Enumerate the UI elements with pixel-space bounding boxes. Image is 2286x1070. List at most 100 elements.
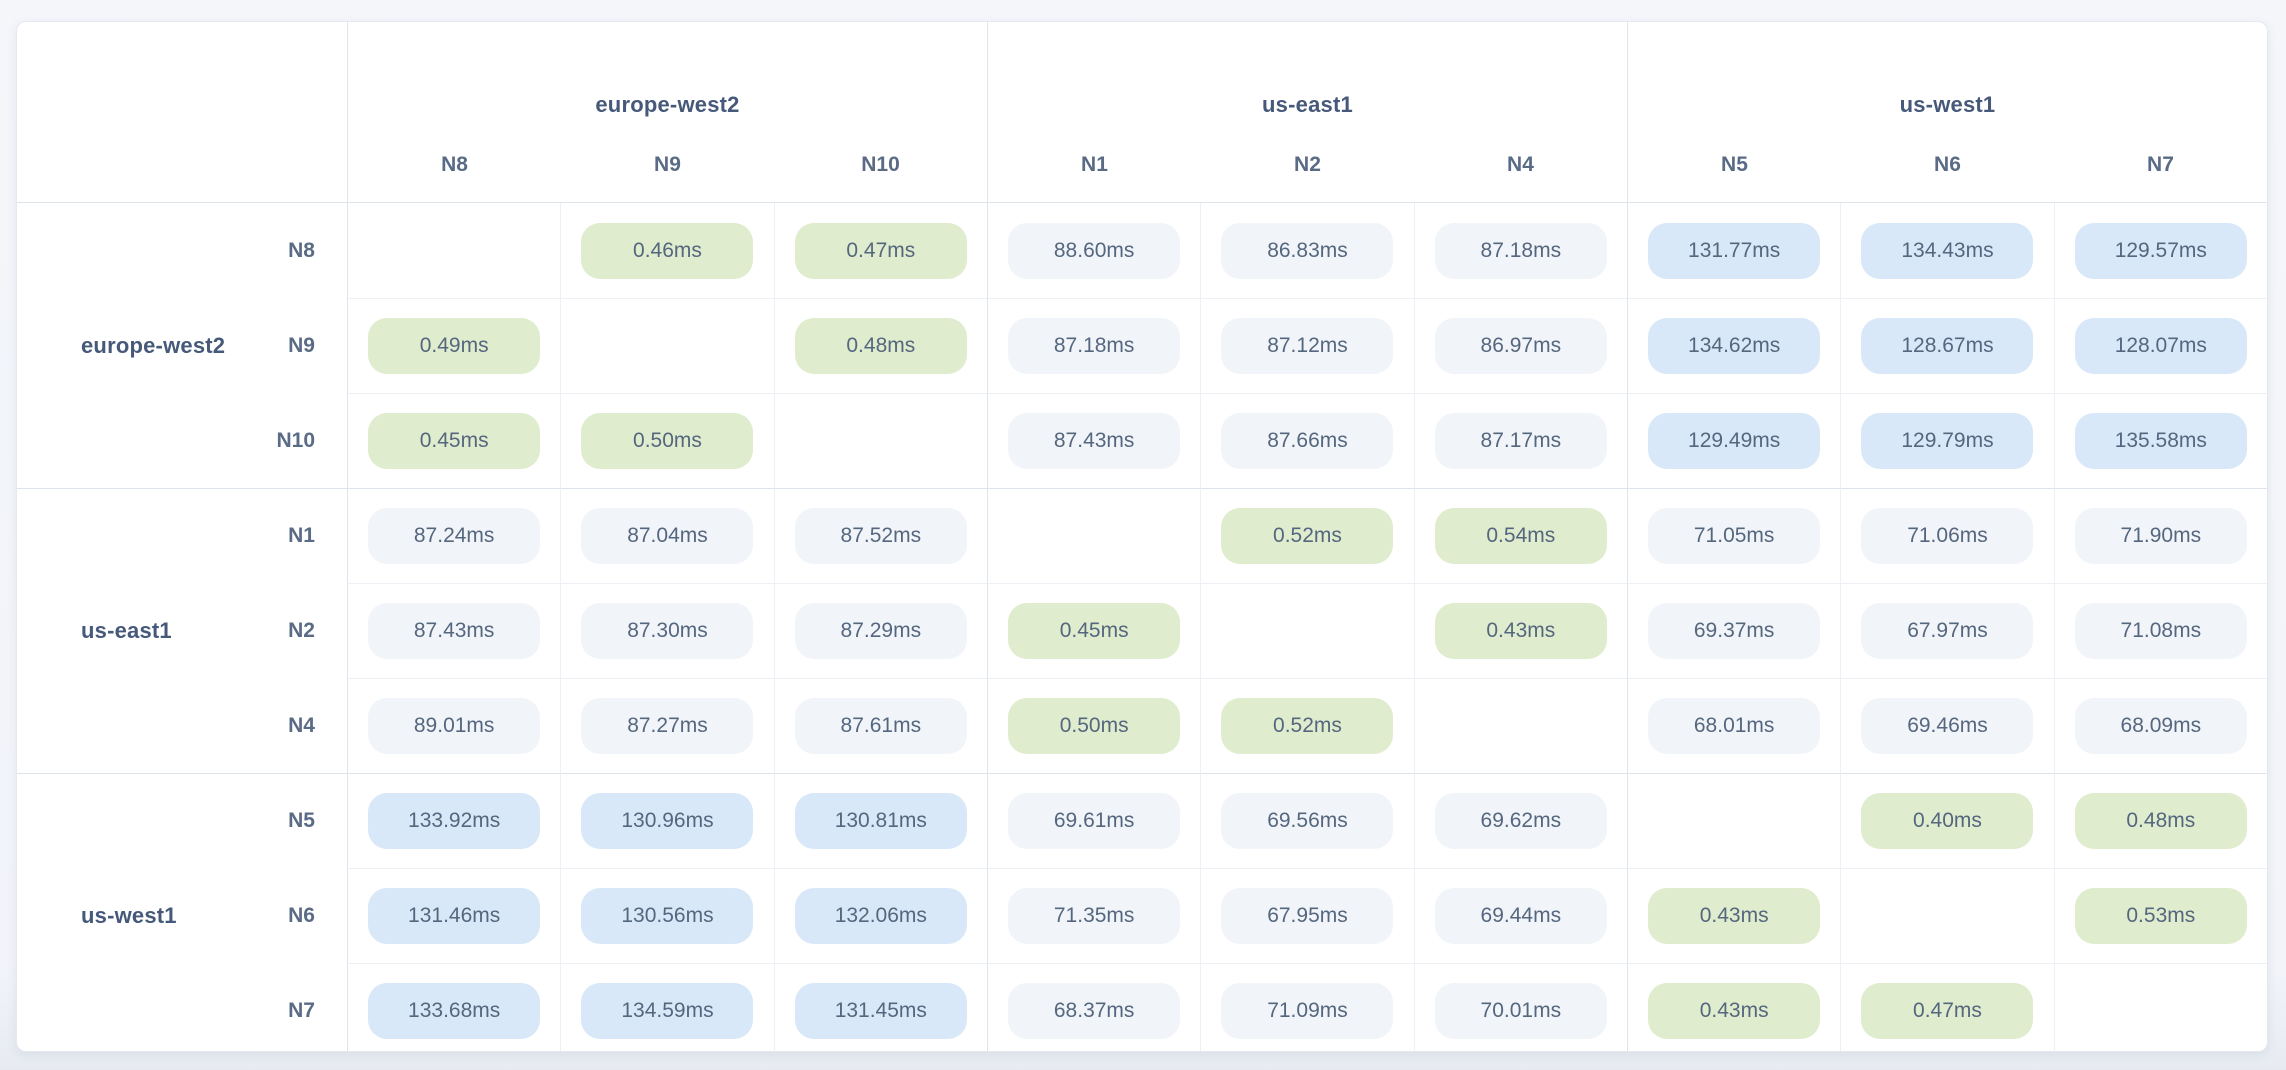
column-node-header-N6: N6: [1934, 153, 1961, 176]
latency-pill: 0.43ms: [1648, 983, 1821, 1039]
latency-cell: 0.43ms: [1626, 868, 1841, 963]
row-label-cell-N4: N4: [17, 678, 347, 773]
row-label-cell-N2: us-east1 N2: [17, 583, 347, 678]
latency-cell: 0.43ms: [1413, 583, 1627, 678]
latency-cell: 0.49ms: [347, 298, 561, 393]
latency-pill: 135.58ms: [2074, 413, 2247, 469]
latency-pill: 69.62ms: [1434, 793, 1607, 849]
latency-cell: 134.43ms: [1840, 203, 2053, 298]
column-node-headers: N8 N9 N10: [348, 153, 987, 177]
latency-pill: 0.46ms: [581, 222, 754, 279]
latency-pill: 0.52ms: [1221, 508, 1394, 564]
latency-pill: 129.79ms: [1861, 413, 2034, 469]
row-label-cell-N7: N7: [17, 963, 347, 1051]
latency-cell: 87.66ms: [1200, 393, 1414, 488]
latency-cell: 130.56ms: [560, 868, 774, 963]
latency-pill: 71.08ms: [2074, 603, 2247, 659]
row-label-cell-N5: N5: [17, 773, 347, 868]
latency-cell: 87.04ms: [560, 488, 774, 583]
latency-cell: 133.68ms: [347, 963, 561, 1051]
row-label-cell-N6: us-west1 N6: [17, 868, 347, 963]
latency-cell: 70.01ms: [1413, 963, 1627, 1051]
latency-cell: 68.37ms: [986, 963, 1201, 1051]
latency-cell: 128.67ms: [1840, 298, 2054, 393]
latency-cell: [1840, 868, 2054, 963]
latency-cell: 0.50ms: [986, 678, 1201, 773]
latency-cell: 69.62ms: [1413, 773, 1627, 868]
row-node-label-N7: N7: [288, 998, 315, 1022]
row-group-region-label: europe-west2: [81, 332, 226, 358]
latency-pill: 87.24ms: [368, 508, 541, 564]
latency-cell: [560, 298, 774, 393]
column-group-region-label: us-east1: [1262, 92, 1353, 117]
column-node-header-N10: N10: [861, 153, 900, 176]
latency-cell: 128.07ms: [2053, 298, 2267, 393]
latency-cell: 89.01ms: [347, 678, 561, 773]
latency-pill: 68.09ms: [2074, 698, 2247, 754]
latency-pill: 87.52ms: [794, 508, 967, 564]
latency-pill: 133.92ms: [368, 793, 541, 849]
latency-pill: 69.61ms: [1008, 793, 1181, 849]
row-node-label-N1: N1: [288, 524, 315, 547]
latency-pill: 87.27ms: [581, 698, 754, 754]
latency-pill: 71.09ms: [1221, 983, 1394, 1039]
latency-pill: 0.45ms: [368, 413, 541, 469]
column-node-headers: N5 N6 N7: [1628, 153, 2267, 177]
latency-pill: 86.83ms: [1221, 222, 1394, 279]
latency-cell: 87.24ms: [347, 488, 561, 583]
latency-cell: 71.05ms: [1626, 488, 1841, 583]
latency-cell: 87.52ms: [773, 488, 987, 583]
latency-cell: 131.45ms: [773, 963, 987, 1051]
latency-pill: 71.05ms: [1648, 508, 1821, 564]
latency-cell: 67.97ms: [1840, 583, 2054, 678]
latency-pill: 69.46ms: [1861, 698, 2034, 754]
latency-cell: [773, 393, 987, 488]
latency-pill: 129.57ms: [2074, 222, 2247, 279]
latency-cell: 87.18ms: [986, 298, 1201, 393]
latency-pill: 70.01ms: [1434, 983, 1607, 1039]
latency-cell: 71.08ms: [2053, 583, 2267, 678]
latency-cell: 134.59ms: [560, 963, 774, 1051]
latency-cell: 87.27ms: [560, 678, 774, 773]
latency-cell: 87.17ms: [1413, 393, 1627, 488]
column-node-header-N4: N4: [1507, 153, 1534, 176]
column-node-header-N7: N7: [2147, 153, 2174, 176]
latency-pill: 87.18ms: [1434, 222, 1607, 279]
latency-pill: 87.29ms: [794, 603, 967, 659]
latency-cell: 86.83ms: [1200, 203, 1413, 298]
latency-cell: 69.46ms: [1840, 678, 2054, 773]
latency-pill: 89.01ms: [368, 698, 541, 754]
latency-cell: 129.79ms: [1840, 393, 2054, 488]
column-node-header-N9: N9: [654, 153, 681, 176]
latency-pill: 0.48ms: [2074, 793, 2247, 849]
row-node-label-N9: N9: [288, 333, 315, 357]
latency-pill: 87.30ms: [581, 603, 754, 659]
latency-pill: 0.47ms: [794, 222, 967, 279]
latency-cell: 0.47ms: [1840, 963, 2054, 1051]
latency-matrix-table: europe-west2 N8 N9 N10 us-east1 N1 N2 N4 us-west…: [16, 21, 2268, 1052]
latency-pill: 87.04ms: [581, 508, 754, 564]
latency-pill: 88.60ms: [1008, 222, 1181, 279]
latency-pill: 68.01ms: [1648, 698, 1821, 754]
latency-cell: 131.77ms: [1626, 203, 1840, 298]
latency-cell: 71.09ms: [1200, 963, 1414, 1051]
latency-pill: 87.17ms: [1434, 413, 1607, 469]
latency-cell: 0.53ms: [2053, 868, 2267, 963]
latency-cell: 0.43ms: [1626, 963, 1841, 1051]
latency-cell: 87.30ms: [560, 583, 774, 678]
latency-pill: 67.95ms: [1221, 888, 1394, 944]
latency-cell: 131.46ms: [347, 868, 561, 963]
latency-cell: 130.81ms: [773, 773, 987, 868]
latency-pill: 129.49ms: [1648, 413, 1821, 469]
latency-cell: 0.54ms: [1413, 488, 1627, 583]
latency-pill: 130.96ms: [581, 793, 754, 849]
latency-pill: 131.46ms: [368, 888, 541, 944]
matrix-corner-cell: [17, 22, 347, 203]
latency-pill: 0.47ms: [1861, 983, 2034, 1039]
latency-pill: 87.66ms: [1221, 413, 1394, 469]
latency-pill: 69.37ms: [1648, 603, 1821, 659]
latency-pill: 87.43ms: [368, 603, 541, 659]
column-group-region-label: europe-west2: [595, 92, 740, 117]
row-node-label-N5: N5: [288, 809, 315, 832]
latency-cell: 87.18ms: [1413, 203, 1627, 298]
